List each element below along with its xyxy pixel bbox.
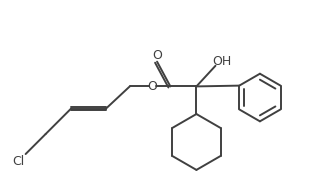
Text: O: O [148, 80, 158, 93]
Text: OH: OH [212, 55, 232, 68]
Text: O: O [152, 49, 162, 62]
Text: Cl: Cl [13, 155, 25, 168]
